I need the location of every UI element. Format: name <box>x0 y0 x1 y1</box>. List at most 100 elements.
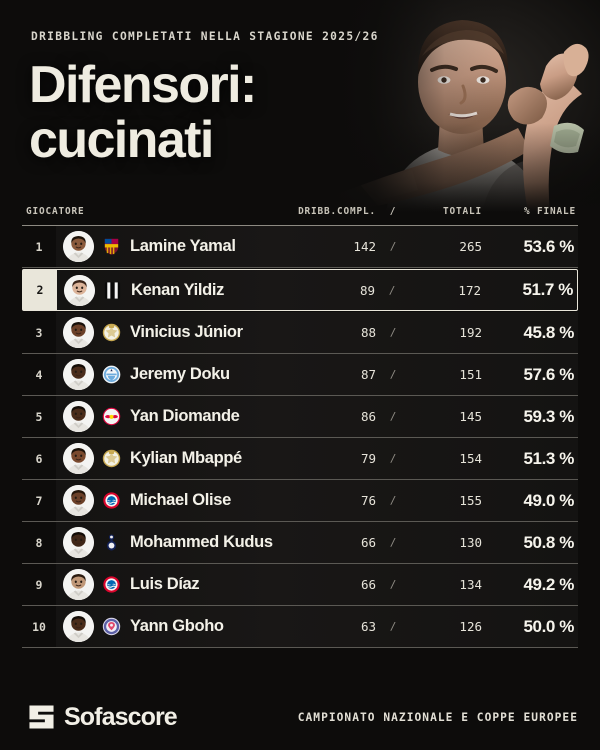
dribbles-completed-value: 87 <box>360 367 376 382</box>
club-crest-icon <box>102 617 121 636</box>
player-name: Yann Gboho <box>130 617 224 635</box>
table-header-row: GIOCATORE DRIBB.COMPL. / TOTALI % FINALE <box>22 206 578 226</box>
dribbles-total-value: 134 <box>459 577 482 592</box>
row-rank: 9 <box>22 564 56 605</box>
player-name: Jeremy Doku <box>130 365 230 383</box>
player-name: Mohammed Kudus <box>130 533 273 551</box>
dribbles-total-value: 155 <box>459 493 482 508</box>
player-name: Yan Diomande <box>130 407 240 425</box>
row-rank: 10 <box>22 606 56 647</box>
club-crest-icon <box>102 533 121 552</box>
row-rank: 3 <box>22 312 56 353</box>
row-rank: 1 <box>22 226 56 267</box>
row-rank: 5 <box>22 396 56 437</box>
table-row[interactable]: 4 Jeremy Doku 87 / 151 57.6 % <box>22 354 578 396</box>
dribbles-completed-value: 76 <box>360 493 376 508</box>
player-avatar <box>63 359 94 390</box>
success-percent-value: 50.8 % <box>523 532 574 552</box>
player-name: Luis Díaz <box>130 575 200 593</box>
title-line-1: Difensori: <box>29 56 257 114</box>
brand-lockup: Sofascore <box>28 702 178 732</box>
dribbles-completed-value: 79 <box>360 451 376 466</box>
dribbles-total-value: 151 <box>459 367 482 382</box>
player-avatar <box>63 569 94 600</box>
player-name: Kenan Yildiz <box>131 280 224 299</box>
player-name: Michael Olise <box>130 491 231 509</box>
column-header-percent: % FINALE <box>524 206 576 217</box>
club-crest-icon <box>103 281 122 300</box>
player-avatar <box>63 317 94 348</box>
dribbles-completed-value: 88 <box>360 325 376 340</box>
dribbles-total-value: 130 <box>459 535 482 550</box>
footer-note: CAMPIONATO NAZIONALE E COPPE EUROPEE <box>297 710 578 724</box>
player-name: Kylian Mbappé <box>130 449 242 467</box>
club-crest-icon <box>102 323 121 342</box>
kicker-text: DRIBBLING COMPLETATI NELLA STAGIONE 2025… <box>31 30 379 43</box>
separator-slash: / <box>389 578 397 591</box>
footer: Sofascore CAMPIONATO NAZIONALE E COPPE E… <box>0 690 600 750</box>
row-rank: 8 <box>22 522 56 563</box>
player-name: Lamine Yamal <box>130 237 236 255</box>
player-avatar <box>64 274 95 306</box>
club-crest-icon <box>102 449 121 468</box>
column-header-total: TOTALI <box>443 206 482 217</box>
dribbles-total-value: 172 <box>458 282 481 298</box>
success-percent-value: 49.0 % <box>523 490 574 510</box>
table-row[interactable]: 7 Michael Olise 76 / 155 49.0 % <box>22 480 578 522</box>
player-avatar <box>63 485 94 516</box>
club-crest-icon <box>102 365 121 384</box>
column-header-completed: DRIBB.COMPL. <box>298 206 376 217</box>
table-row[interactable]: 6 Kylian Mbappé 79 / 154 51.3 % <box>22 438 578 480</box>
row-rank: 6 <box>22 438 56 479</box>
table-row[interactable]: 3 Vinicius Júnior 88 / 192 45.8 % <box>22 312 578 354</box>
player-name: Vinicius Júnior <box>130 323 243 341</box>
sofascore-logo-icon <box>28 704 55 730</box>
dribbles-completed-value: 63 <box>360 619 376 634</box>
dribbles-completed-value: 66 <box>360 577 376 592</box>
dribbles-total-value: 192 <box>459 325 482 340</box>
row-rank: 7 <box>22 480 56 521</box>
success-percent-value: 53.6 % <box>523 236 574 256</box>
table-row[interactable]: 2 Kenan Yildiz 89 / 172 51.7 % <box>22 269 578 311</box>
table-row[interactable]: 10 Yann Gboho 63 / 126 50.0 % <box>22 606 578 648</box>
brand-name: Sofascore <box>64 702 178 731</box>
page-title: Difensori: cucinati <box>29 56 257 170</box>
club-crest-icon <box>102 237 121 256</box>
ranking-table: GIOCATORE DRIBB.COMPL. / TOTALI % FINALE… <box>22 206 578 648</box>
row-rank: 2 <box>23 270 57 310</box>
separator-slash: / <box>388 283 396 297</box>
success-percent-value: 59.3 % <box>523 406 574 426</box>
row-rank: 4 <box>22 354 56 395</box>
separator-slash: / <box>389 494 397 507</box>
dribbles-completed-value: 86 <box>360 409 376 424</box>
title-line-2: cucinati <box>29 111 214 170</box>
column-header-separator: / <box>389 206 397 217</box>
dribbles-completed-value: 66 <box>360 535 376 550</box>
club-crest-icon <box>102 491 121 510</box>
table-body: 1 Lamine Yamal 142 / 265 53.6 % 2 <box>22 226 578 648</box>
player-avatar <box>63 611 94 642</box>
dribbles-completed-value: 89 <box>359 282 375 298</box>
column-header-player: GIOCATORE <box>26 206 85 217</box>
player-avatar <box>63 231 94 262</box>
separator-slash: / <box>389 326 397 339</box>
table-row[interactable]: 5 Yan Diomande 86 / 145 59.3 % <box>22 396 578 438</box>
separator-slash: / <box>389 452 397 465</box>
success-percent-value: 49.2 % <box>523 574 574 594</box>
player-avatar <box>63 401 94 432</box>
table-row[interactable]: 8 Mohammed Kudus 66 / 130 50.8 % <box>22 522 578 564</box>
success-percent-value: 45.8 % <box>523 322 574 342</box>
table-row[interactable]: 1 Lamine Yamal 142 / 265 53.6 % <box>22 226 578 268</box>
dribbles-total-value: 154 <box>459 451 482 466</box>
separator-slash: / <box>389 536 397 549</box>
success-percent-value: 51.7 % <box>522 280 573 299</box>
player-avatar <box>63 443 94 474</box>
club-crest-icon <box>102 407 121 426</box>
table-row[interactable]: 9 Luis Díaz 66 / 134 49.2 % <box>22 564 578 606</box>
separator-slash: / <box>389 410 397 423</box>
success-percent-value: 57.6 % <box>523 364 574 384</box>
separator-slash: / <box>389 240 397 253</box>
club-crest-icon <box>102 575 121 594</box>
success-percent-value: 50.0 % <box>523 616 574 636</box>
